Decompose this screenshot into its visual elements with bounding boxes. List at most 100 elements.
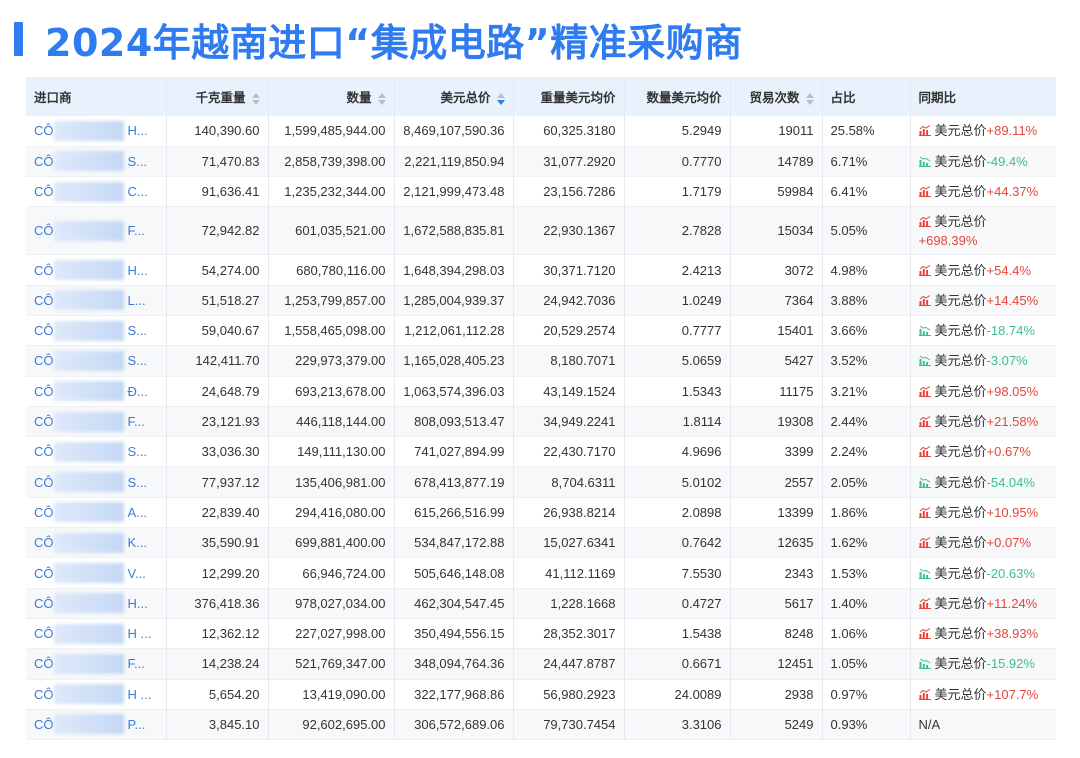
cell-usd-total: 306,572,689.06 [394,709,514,740]
sort-icon[interactable] [251,92,260,105]
importer-name-suffix: H ... [127,626,152,642]
cell-importer[interactable]: CÔ P... [26,709,167,740]
cell-quantity: 521,769,347.00 [268,648,395,680]
trend-down-chart-icon [918,153,931,167]
cell-trades: 3072 [730,254,823,286]
importer-name-prefix: CÔ [34,474,54,490]
cell-importer[interactable]: CÔ H... [26,116,167,147]
yoy-change-value: +0.67% [986,444,1031,460]
cell-importer[interactable]: CÔ S... [26,436,167,467]
importer-link[interactable]: CÔ F... [34,653,158,674]
cell-trades: 8248 [730,618,823,649]
cell-importer[interactable]: CÔ F... [26,206,167,255]
importer-link[interactable]: CÔ H ... [34,623,158,644]
redacted-name-blur [53,290,124,311]
cell-share: 1.05% [822,648,911,680]
cell-usd-total: 1,285,004,939.37 [394,285,514,316]
cell-importer[interactable]: CÔ L... [26,285,167,316]
importer-name-prefix: CÔ [34,383,54,399]
cell-quantity: 1,253,799,857.00 [268,285,395,316]
cell-usd-total: 2,121,999,473.48 [394,176,514,207]
cell-usd-total: 462,304,547.45 [394,588,514,619]
col-header-importer: 进口商 [26,77,167,116]
cell-importer[interactable]: CÔ S... [26,146,167,177]
col-header-label: 占比 [830,90,856,105]
cell-importer[interactable]: CÔ H ... [26,618,167,649]
cell-importer[interactable]: CÔ K... [26,527,167,558]
yoy-metric-label: 美元总价 [934,474,987,490]
cell-importer[interactable]: CÔ A... [26,497,167,528]
importer-name-suffix: S... [127,153,148,169]
cell-importer[interactable]: CÔ S... [26,345,167,377]
col-header-trades[interactable]: 贸易次数 [730,77,823,116]
cell-usd-per-unit: 0.7777 [624,315,731,346]
sort-icon[interactable] [377,92,386,105]
col-header-label: 美元总价 [440,90,491,105]
redacted-name-blur [53,381,124,402]
importer-link[interactable]: CÔ L... [34,290,158,311]
cell-trades: 5617 [730,588,823,619]
trend-up-chart-icon [918,262,931,276]
importer-link[interactable]: CÔ V... [34,563,158,583]
cell-trades: 3399 [730,436,823,467]
trend-up-chart-icon [918,595,931,609]
cell-kg-weight: 72,942.82 [166,206,269,255]
importer-link[interactable]: CÔ Đ... [34,381,158,402]
redacted-name-blur [53,532,124,553]
cell-trades: 19011 [730,116,823,147]
cell-quantity: 1,558,465,098.00 [268,315,395,346]
cell-usd-total: 534,847,172.88 [394,527,514,558]
importer-name-suffix: S... [127,323,148,339]
importer-link[interactable]: CÔ S... [34,350,158,371]
col-header-label: 数量 [346,90,372,105]
redacted-name-blur [53,593,124,614]
cell-kg-weight: 59,040.67 [166,315,269,346]
yoy-metric-label: 美元总价 [934,686,987,702]
sort-icon[interactable] [805,92,814,105]
importer-link[interactable]: CÔ K... [34,532,158,553]
cell-yoy: 美元总价+10.95% [910,497,1056,527]
col-header-quantity[interactable]: 数量 [268,77,395,116]
importer-link[interactable]: CÔ A... [34,502,158,523]
cell-importer[interactable]: CÔ Đ... [26,376,167,407]
cell-importer[interactable]: CÔ F... [26,406,167,437]
importer-link[interactable]: CÔ S... [34,320,158,341]
cell-usd-per-kg: 43,149.1524 [513,376,625,407]
col-header-usd-total[interactable]: 美元总价 [394,77,514,116]
redacted-name-blur [53,623,124,644]
importer-name-suffix: K... [127,535,148,551]
yoy-change-value: +21.58% [986,414,1039,430]
importer-link[interactable]: CÔ S... [34,151,158,172]
redacted-name-blur [53,684,124,705]
cell-usd-per-kg: 31,077.2920 [513,146,625,177]
cell-importer[interactable]: CÔ V... [26,557,167,589]
cell-usd-per-unit: 0.7642 [624,527,731,558]
cell-importer[interactable]: CÔ S... [26,466,167,498]
col-header-kg-weight[interactable]: 千克重量 [166,77,269,116]
cell-importer[interactable]: CÔ F... [26,648,167,680]
page-header: 2024年越南进口“集成电路”精准采购商 [14,14,743,65]
cell-usd-per-kg: 26,938.8214 [513,497,625,528]
importer-link[interactable]: CÔ F... [34,411,158,432]
importer-link[interactable]: CÔ S... [34,441,158,462]
importer-link[interactable]: CÔ S... [34,472,158,493]
importer-link[interactable]: CÔ H ... [34,684,158,705]
cell-usd-per-kg: 23,156.7286 [513,176,625,207]
cell-importer[interactable]: CÔ S... [26,315,167,346]
importer-link[interactable]: CÔ C... [34,181,158,202]
cell-importer[interactable]: CÔ H... [26,254,167,286]
cell-importer[interactable]: CÔ C... [26,176,167,207]
importer-name-suffix: P... [127,716,146,732]
cell-importer[interactable]: CÔ H... [26,588,167,619]
importer-link[interactable]: CÔ H... [34,260,158,281]
cell-usd-per-unit: 5.2949 [624,116,731,147]
cell-importer[interactable]: CÔ H ... [26,679,167,710]
importer-link[interactable]: CÔ P... [34,714,158,735]
importer-name-suffix: F... [127,223,145,239]
sort-desc-active-icon[interactable] [496,92,505,105]
importer-link[interactable]: CÔ F... [34,220,158,241]
col-header-label: 同期比 [918,90,957,105]
importer-link[interactable]: CÔ H... [34,120,158,141]
importer-link[interactable]: CÔ H... [34,593,158,614]
cell-quantity: 135,406,981.00 [268,466,395,498]
